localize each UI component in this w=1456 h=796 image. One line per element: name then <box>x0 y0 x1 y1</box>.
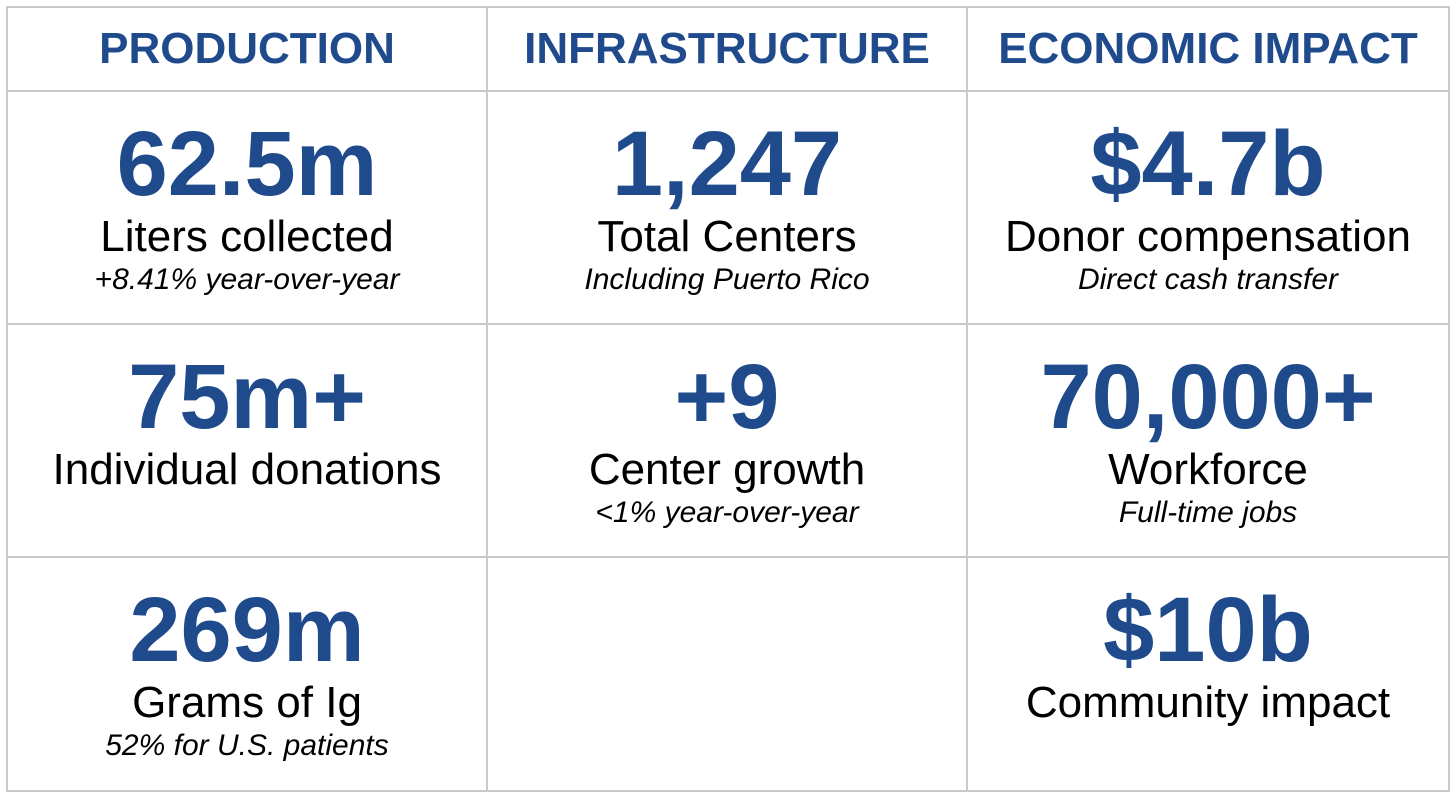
stat-value-workforce: 70,000+ <box>1040 346 1376 448</box>
stat-value-donations: 75m+ <box>128 346 366 448</box>
stat-note-liters: +8.41% year-over-year <box>94 263 400 296</box>
stat-cell-grams: 269m Grams of Ig 52% for U.S. patients <box>6 556 488 792</box>
stat-label-community: Community impact <box>1025 678 1391 727</box>
header-cell-economic-impact: ECONOMIC IMPACT <box>966 6 1450 92</box>
stat-cell-community: $10b Community impact <box>966 556 1450 792</box>
column-heading-production: PRODUCTION <box>99 24 395 73</box>
stat-label-workforce: Workforce <box>1108 445 1308 494</box>
header-row: PRODUCTION INFRASTRUCTURE ECONOMIC IMPAC… <box>6 6 1450 92</box>
stats-row-3: 269m Grams of Ig 52% for U.S. patients $… <box>6 556 1450 792</box>
stat-label-growth: Center growth <box>588 445 866 494</box>
stats-row-1: 62.5m Liters collected +8.41% year-over-… <box>6 90 1450 325</box>
stat-value-centers: 1,247 <box>611 113 843 215</box>
stat-label-centers: Total Centers <box>597 212 857 261</box>
header-cell-infrastructure: INFRASTRUCTURE <box>486 6 968 92</box>
stat-note-centers: Including Puerto Rico <box>584 263 870 296</box>
stat-value-growth: +9 <box>674 346 780 448</box>
stat-cell-growth: +9 Center growth <1% year-over-year <box>486 323 968 558</box>
stat-note-growth: <1% year-over-year <box>595 496 859 529</box>
stats-table: PRODUCTION INFRASTRUCTURE ECONOMIC IMPAC… <box>6 6 1450 792</box>
column-heading-infrastructure: INFRASTRUCTURE <box>524 24 930 73</box>
empty-cell <box>486 556 968 792</box>
stat-note-workforce: Full-time jobs <box>1118 496 1298 529</box>
stat-value-community: $10b <box>1103 579 1313 681</box>
stat-label-compensation: Donor compensation <box>1004 212 1411 261</box>
stat-value-grams: 269m <box>129 579 365 681</box>
column-heading-economic-impact: ECONOMIC IMPACT <box>998 24 1418 73</box>
stats-row-2: 75m+ Individual donations +9 Center grow… <box>6 323 1450 558</box>
stat-cell-donations: 75m+ Individual donations <box>6 323 488 558</box>
stat-cell-workforce: 70,000+ Workforce Full-time jobs <box>966 323 1450 558</box>
stat-cell-liters: 62.5m Liters collected +8.41% year-over-… <box>6 90 488 325</box>
stat-note-compensation: Direct cash transfer <box>1077 263 1339 296</box>
stat-value-liters: 62.5m <box>116 113 378 215</box>
stat-label-liters: Liters collected <box>100 212 394 261</box>
stat-cell-centers: 1,247 Total Centers Including Puerto Ric… <box>486 90 968 325</box>
stat-cell-compensation: $4.7b Donor compensation Direct cash tra… <box>966 90 1450 325</box>
stat-label-grams: Grams of Ig <box>132 678 362 727</box>
header-cell-production: PRODUCTION <box>6 6 488 92</box>
stat-note-grams: 52% for U.S. patients <box>105 729 389 762</box>
stat-value-compensation: $4.7b <box>1090 113 1326 215</box>
stat-label-donations: Individual donations <box>52 445 442 494</box>
